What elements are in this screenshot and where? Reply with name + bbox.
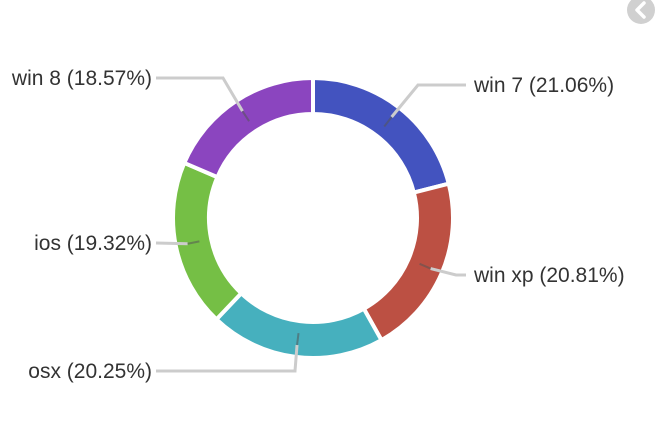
leader-line-win-xp	[430, 267, 466, 277]
leader-tip-win-xp	[419, 262, 431, 270]
label-win-7: win 7 (21.06%)	[473, 74, 614, 97]
slice-osx[interactable]	[214, 291, 384, 360]
label-win-xp: win xp (20.81%)	[473, 264, 625, 287]
slice-ios[interactable]	[171, 160, 244, 322]
slices	[171, 76, 455, 360]
slice-win-xp[interactable]	[361, 181, 455, 343]
leader-lines	[155, 76, 466, 373]
label-ios: ios (19.32%)	[34, 232, 152, 255]
chevron-left-icon	[635, 1, 646, 19]
slice-win-8[interactable]	[182, 76, 315, 180]
leader-tip-win-8	[241, 110, 250, 122]
back-button[interactable]	[627, 0, 655, 24]
label-osx: osx (20.25%)	[28, 360, 152, 383]
leader-line-win-7	[390, 83, 466, 118]
leader-line-osx	[156, 344, 299, 373]
slice-win-7[interactable]	[311, 76, 451, 195]
leader-tip-ios	[187, 240, 200, 245]
leader-tip-osx	[296, 332, 300, 346]
leader-line-win-8	[156, 76, 244, 112]
leader-line-ios	[155, 241, 188, 246]
leader-tip-win-7	[383, 116, 393, 128]
label-win-8: win 8 (18.57%)	[11, 67, 152, 90]
slice-labels: win 7 (21.06%) win xp (20.81%) osx (20.25%…	[11, 67, 625, 383]
